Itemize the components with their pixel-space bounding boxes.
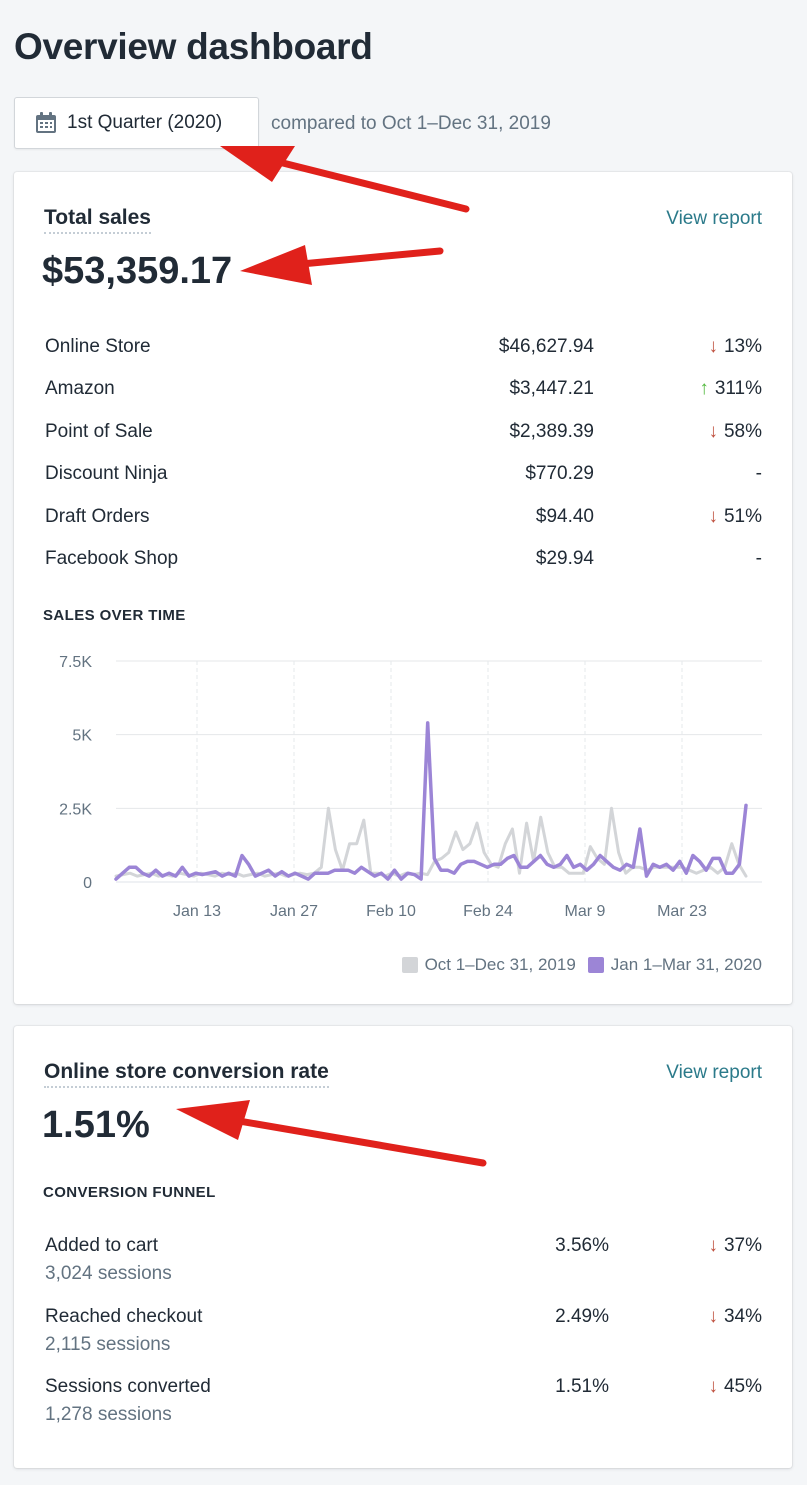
chart-x-tick-label: Mar 23 — [657, 903, 707, 920]
chart-y-tick-label: 2.5K — [59, 801, 92, 818]
channel-name: Draft Orders — [45, 505, 150, 527]
sales-over-time-chart: 0 2.5K 5K 7.5K Jan 13 Jan 27 Feb 10 Feb 24 Mar 9… — [59, 654, 762, 920]
legend-swatch-previous — [401, 957, 418, 973]
funnel-step-rate: 1.51% — [555, 1376, 609, 1397]
funnel-step-rate: 2.49% — [555, 1305, 609, 1327]
funnel-step-row: Sessions converted 1,278 sessions 1.51% ↓ 45… — [45, 1376, 762, 1436]
funnel-step-name: Reached checkout — [45, 1305, 203, 1327]
conversion-rate-value: 1.51% — [42, 1104, 150, 1146]
page-title: Overview dashboard — [14, 26, 373, 67]
legend-item-previous[interactable]: Oct 1–Dec 31, 2019 — [401, 955, 576, 975]
conversion-view-report-link[interactable]: View report — [666, 1062, 762, 1083]
arrow-down-icon: ↓ — [708, 505, 718, 527]
channel-change: ↓ 13% — [708, 336, 762, 357]
conversion-rate-card: Online store conversion rate View report… — [14, 1026, 792, 1468]
channel-change: - — [755, 548, 762, 569]
calendar-icon — [36, 112, 56, 133]
channel-change: ↓ 51% — [708, 505, 762, 527]
channel-amount: $2,389.39 — [509, 420, 594, 442]
sales-channel-row: Discount Ninja $770.29 - — [45, 463, 762, 493]
sales-channel-row: Draft Orders $94.40 ↓ 51% — [45, 506, 762, 536]
channel-amount: $3,447.21 — [509, 378, 594, 400]
date-range-label: 1st Quarter (2020) — [67, 112, 223, 133]
arrow-up-icon: ↑ — [699, 378, 709, 400]
chart-x-tick-label: Jan 13 — [173, 903, 221, 920]
arrow-down-icon: ↓ — [708, 1376, 718, 1397]
legend-label-previous: Oct 1–Dec 31, 2019 — [424, 955, 576, 974]
sales-over-time-label: SALES OVER TIME — [43, 607, 186, 624]
funnel-step-change: ↓ 37% — [708, 1235, 762, 1256]
channel-name: Amazon — [45, 378, 115, 400]
channel-amount: $94.40 — [535, 505, 594, 527]
legend-swatch-current — [587, 957, 604, 973]
channel-amount: $29.94 — [535, 548, 594, 569]
arrow-down-icon: ↓ — [708, 336, 718, 357]
total-sales-value: $53,359.17 — [42, 250, 233, 292]
arrow-down-icon: ↓ — [708, 420, 718, 442]
sales-channel-row: Online Store $46,627.94 ↓ 13% — [45, 336, 762, 366]
sales-channel-row: Point of Sale $2,389.39 ↓ 58% — [45, 421, 762, 451]
conversion-funnel-label: CONVERSION FUNNEL — [43, 1184, 216, 1201]
conversion-rate-title[interactable]: Online store conversion rate — [44, 1060, 329, 1088]
funnel-step-change: ↓ 34% — [708, 1305, 762, 1327]
sales-channel-row: Amazon $3,447.21 ↑ 311% — [45, 378, 762, 408]
channel-name: Point of Sale — [45, 420, 153, 442]
channel-change: ↓ 58% — [708, 420, 762, 442]
chart-x-tick-label: Feb 24 — [463, 903, 513, 920]
comparison-text: compared to Oct 1–Dec 31, 2019 — [271, 113, 551, 134]
funnel-step-row: Added to cart 3,024 sessions 3.56% ↓ 37% — [45, 1235, 762, 1295]
channel-amount: $46,627.94 — [498, 336, 594, 357]
sales-channel-row: Facebook Shop $29.94 - — [45, 548, 762, 578]
chart-x-tick-label: Jan 27 — [270, 903, 318, 920]
channel-change: ↑ 311% — [699, 378, 762, 400]
chart-x-tick-label: Mar 9 — [565, 903, 606, 920]
total-sales-card: Total sales View report $53,359.17 Onlin… — [14, 172, 792, 1004]
channel-name: Online Store — [45, 336, 151, 357]
chart-y-tick-label: 7.5K — [59, 654, 92, 671]
channel-name: Discount Ninja — [45, 463, 168, 485]
chart-y-tick-label: 5K — [72, 728, 92, 745]
arrow-down-icon: ↓ — [708, 1305, 718, 1327]
chart-x-tick-label: Feb 10 — [366, 903, 416, 920]
funnel-step-name: Added to cart — [45, 1235, 159, 1256]
funnel-step-name: Sessions converted — [45, 1376, 211, 1397]
total-sales-view-report-link[interactable]: View report — [666, 208, 762, 229]
date-range-picker[interactable]: 1st Quarter (2020) — [14, 97, 259, 149]
funnel-step-sessions: 2,115 sessions — [45, 1333, 171, 1355]
funnel-step-sessions: 1,278 sessions — [45, 1404, 172, 1425]
total-sales-title[interactable]: Total sales — [44, 206, 151, 234]
funnel-step-sessions: 3,024 sessions — [45, 1263, 172, 1284]
channel-change: - — [755, 463, 762, 485]
chart-legend: Oct 1–Dec 31, 2019 Jan 1–Mar 31, 2020 — [401, 955, 762, 975]
legend-item-current[interactable]: Jan 1–Mar 31, 2020 — [587, 955, 762, 975]
funnel-step-change: ↓ 45% — [708, 1376, 762, 1397]
funnel-step-rate: 3.56% — [555, 1235, 609, 1256]
arrow-down-icon: ↓ — [708, 1235, 718, 1256]
funnel-step-row: Reached checkout 2,115 sessions 2.49% ↓ 34% — [45, 1306, 762, 1366]
channel-amount: $770.29 — [525, 463, 594, 485]
chart-series-current-line — [114, 721, 748, 881]
channel-name: Facebook Shop — [45, 548, 179, 569]
legend-label-current: Jan 1–Mar 31, 2020 — [610, 955, 762, 974]
chart-y-tick-label: 0 — [83, 875, 92, 892]
